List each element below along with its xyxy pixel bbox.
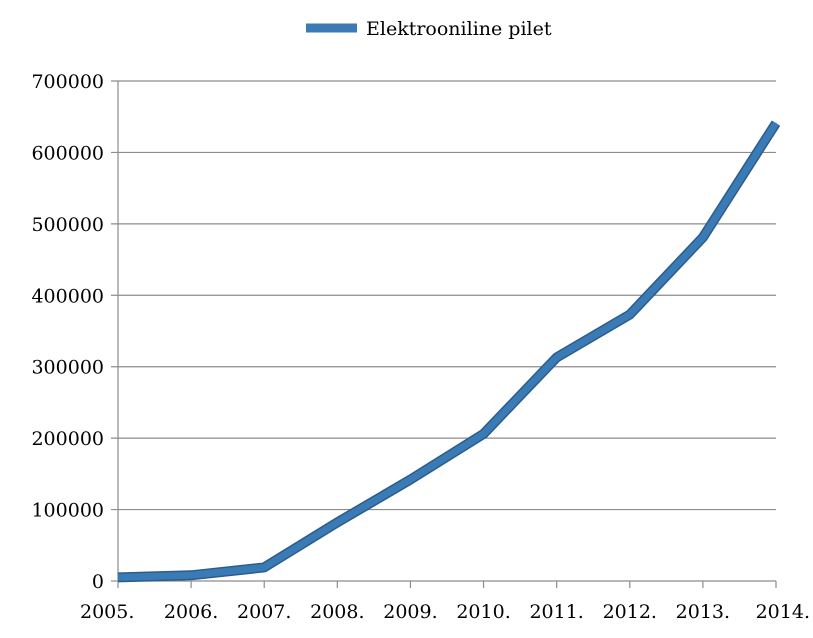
x-tick-label: 2007. — [237, 601, 291, 623]
legend: Elektrooniline pilet — [306, 18, 552, 40]
x-tick-label: 2006. — [164, 601, 218, 623]
data-point — [190, 574, 192, 576]
x-tick-label: 2011. — [529, 601, 583, 623]
data-point — [117, 576, 119, 578]
y-tick-label: 100000 — [31, 500, 104, 522]
axes — [117, 81, 777, 588]
data-point — [556, 356, 558, 358]
data-point — [775, 122, 777, 124]
y-tick-label: 300000 — [31, 357, 104, 379]
y-tick-label: 0 — [92, 571, 104, 593]
series-line — [117, 121, 779, 581]
data-point — [629, 314, 631, 316]
legend-label-elektrooniline-pilet: Elektrooniline pilet — [366, 18, 552, 40]
y-tick-label: 700000 — [31, 71, 104, 93]
data-point — [702, 236, 704, 238]
y-tick-label: 200000 — [31, 428, 104, 450]
data-point — [336, 521, 338, 523]
y-axis-tick-labels: 0 100000 200000 300000 400000 500000 600000 700… — [31, 71, 104, 593]
x-tick-label: 2008. — [310, 601, 364, 623]
x-tick-label: 2013. — [676, 601, 730, 623]
series-lines — [117, 120, 781, 583]
x-axis-tick-labels: 2005. 2006. 2007. 2008. 2009. 2010. 2011. 2012.… — [80, 601, 810, 623]
x-tick-label: 2009. — [383, 601, 437, 623]
data-point — [409, 479, 411, 481]
x-tick-label: 2012. — [603, 601, 657, 623]
data-point — [483, 433, 485, 435]
y-tick-label: 600000 — [31, 142, 104, 164]
data-point — [263, 566, 265, 568]
y-tick-label: 500000 — [31, 214, 104, 236]
gridlines — [111, 80, 776, 582]
x-tick-label: 2005. — [80, 601, 134, 623]
x-tick-label: 2010. — [456, 601, 510, 623]
y-tick-label: 400000 — [31, 285, 104, 307]
x-tick-label: 2014. — [756, 601, 810, 623]
